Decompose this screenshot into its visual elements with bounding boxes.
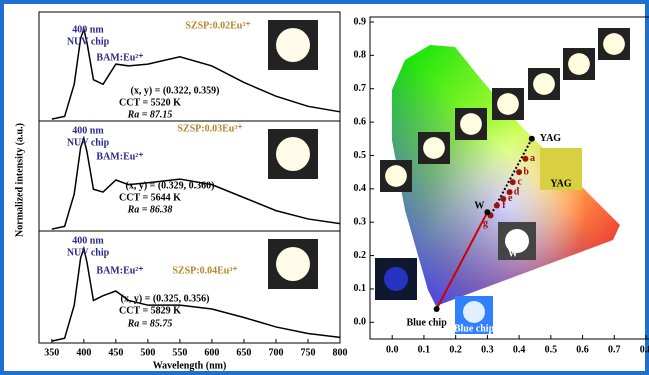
annotation: Ra = 86.38: [127, 204, 173, 215]
photo-lamp: [603, 33, 625, 55]
photo-lamp: [276, 137, 310, 171]
point-label: c: [518, 176, 523, 187]
annotation: NUV chip: [67, 247, 110, 258]
y-tick-label: 0.8: [354, 50, 367, 61]
y-axis-label: Normalized intensity (a.u.): [14, 123, 25, 237]
annotation: (x, y) = (0.325, 0.356): [120, 293, 209, 304]
y-tick-label: 0.1: [354, 283, 367, 294]
y-tick-label: 0.6: [354, 116, 367, 127]
spectrum: [51, 26, 341, 120]
annotation: CCT = 5520 K: [119, 97, 181, 108]
x-tick-label: 0.6: [576, 344, 589, 355]
point-label: d: [514, 186, 520, 197]
x-tick-label: 0.3: [481, 344, 494, 355]
point-label: g: [483, 218, 488, 229]
point-label: a: [530, 153, 535, 164]
photo: [540, 148, 582, 190]
x-tick-label: 800: [333, 347, 348, 358]
x-tick-label: 600: [204, 347, 219, 358]
photo-lamp: [497, 93, 519, 115]
annotation: CCT = 5644 K: [119, 192, 181, 203]
annotation: CCT = 5829 K: [119, 305, 181, 316]
x-tick-label: 700: [268, 347, 283, 358]
spectrum: [51, 135, 341, 230]
point-label: W: [474, 200, 484, 211]
x-tick-label: 0.1: [418, 344, 431, 355]
x-axis-label: Wavelength (nm): [153, 360, 227, 371]
x-tick-label: 400: [76, 347, 91, 358]
x-tick-label: 350: [44, 347, 59, 358]
annotation: NUV chip: [67, 137, 110, 148]
photo-lamp: [505, 229, 529, 253]
point-label: e: [508, 193, 513, 204]
annotation: (x, y) = (0.329, 0.360): [125, 180, 214, 191]
photo-lamp: [423, 137, 445, 159]
annotation: Ra = 85.75: [127, 318, 173, 329]
x-tick-label: 0.2: [449, 344, 462, 355]
annotation: BAM:Eu²⁺: [96, 151, 143, 162]
annotation: 400 nm: [72, 235, 104, 246]
photo-label: Blue chip: [454, 323, 495, 334]
spectrum: [51, 245, 341, 342]
point-label: b: [523, 166, 529, 177]
y-tick-label: 0.5: [354, 150, 367, 161]
x-tick-label: 650: [236, 347, 251, 358]
photo-label: YAG: [550, 178, 572, 189]
photo-lamp: [385, 165, 407, 187]
x-tick-label: 0.7: [608, 344, 621, 355]
photo-lamp: [384, 267, 408, 291]
photo-lamp: [276, 247, 310, 281]
point-label: Blue chip: [406, 317, 447, 328]
annotation: (x, y) = (0.322, 0.359): [130, 85, 219, 96]
x-tick-label: 550: [172, 347, 187, 358]
photo-lamp: [460, 113, 482, 135]
annotation: SZSP:0.04Eu³⁺: [172, 265, 237, 276]
cie-blue: [392, 45, 620, 306]
annotation: Ra = 87.15: [127, 109, 173, 120]
cie-point: [493, 202, 500, 209]
x-tick-label: 0.8: [640, 344, 649, 355]
cie-point: [528, 135, 535, 142]
cie-point: [516, 169, 523, 176]
x-tick-label: 0.5: [545, 344, 558, 355]
y-tick-label: 0.2: [354, 250, 367, 261]
photo-lamp: [463, 301, 485, 323]
cie-point: [433, 305, 440, 312]
y-tick-label: 0.7: [354, 83, 367, 94]
annotation: BAM:Eu²⁺: [96, 265, 143, 276]
annotation: 400 nm: [72, 125, 104, 136]
cie-point: [506, 189, 513, 196]
x-tick-label: 0.0: [386, 344, 399, 355]
point-label: YAG: [540, 133, 562, 144]
annotation: 400 nm: [72, 24, 104, 35]
cie-point: [500, 195, 507, 202]
mix-line: [435, 211, 489, 310]
photo-lamp: [568, 53, 590, 75]
cie-point: [484, 209, 491, 216]
x-tick-label: 450: [108, 347, 123, 358]
annotation: SZSP:0.03Eu³⁺: [177, 123, 242, 134]
panel-frame: [38, 230, 341, 344]
y-tick-label: 0.9: [354, 16, 367, 27]
y-tick-label: 0.0: [354, 317, 367, 328]
cie-point: [509, 179, 516, 186]
annotation: SZSP:0.02Eu³⁺: [185, 20, 250, 31]
annotation: BAM:Eu²⁺: [96, 52, 143, 63]
plot-frame: [369, 16, 649, 340]
y-tick-label: 0.4: [354, 183, 367, 194]
photo-lamp: [533, 73, 555, 95]
x-tick-label: 500: [140, 347, 155, 358]
point-label: f: [502, 200, 506, 211]
cie-point: [522, 155, 529, 162]
x-tick-label: 750: [300, 347, 315, 358]
y-tick-label: 0.3: [354, 217, 367, 228]
annotation: NUV chip: [67, 36, 110, 47]
photo-label: W: [508, 248, 518, 259]
x-tick-label: 0.4: [513, 344, 526, 355]
photo-lamp: [276, 28, 310, 62]
